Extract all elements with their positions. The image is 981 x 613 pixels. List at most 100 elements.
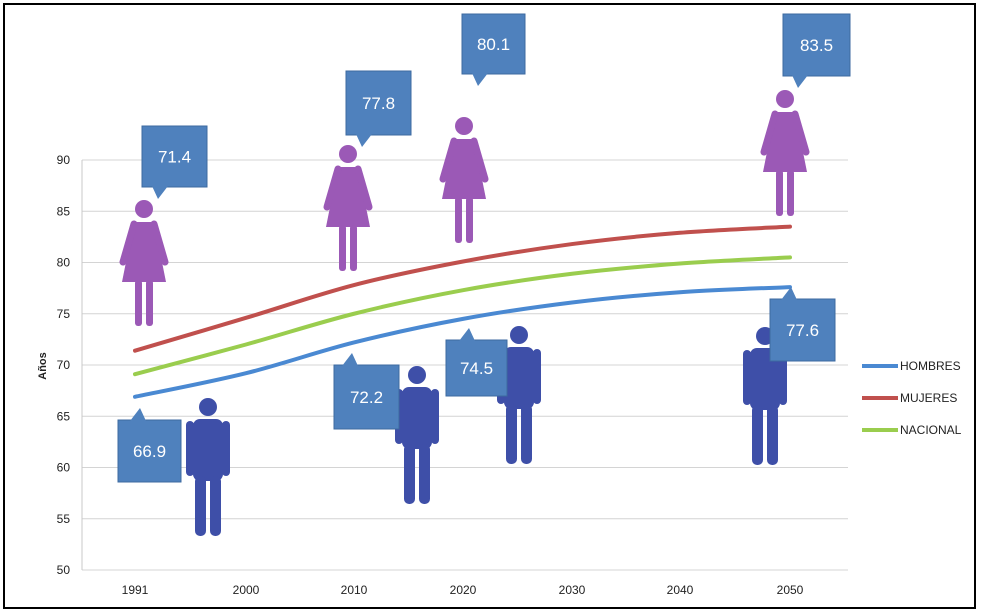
callout-pointer	[781, 287, 797, 300]
woman-arm-right	[354, 165, 373, 211]
woman-leg-left	[776, 170, 783, 216]
x-tick-label: 1991	[122, 583, 149, 597]
woman-arm-left	[323, 165, 342, 211]
man-leg-right	[521, 404, 532, 464]
callout-box	[769, 298, 836, 362]
callout-hombres-2050: 77.6	[769, 287, 836, 362]
series-line-nacional	[133, 255, 792, 377]
man-leg-left	[506, 404, 517, 464]
man-arm-right	[779, 350, 787, 405]
callout-pointer	[356, 134, 372, 147]
data-label: 77.6	[786, 321, 819, 340]
y-tick-label: 75	[57, 307, 71, 321]
woman-arm-right	[150, 220, 169, 266]
woman-icon	[119, 200, 169, 326]
man-torso	[193, 419, 223, 481]
callout-hombres-2020: 74.5	[445, 328, 508, 397]
woman-arm-left	[439, 137, 458, 183]
legend-label: NACIONAL	[900, 423, 962, 437]
callout-box	[782, 13, 851, 77]
man-torso	[402, 387, 432, 449]
callout-pointer	[152, 186, 168, 199]
woman-icon	[760, 90, 810, 216]
callout-pointer	[792, 75, 808, 88]
woman-leg-left	[455, 197, 462, 243]
person-icons	[119, 90, 810, 536]
callout-mujeres-2020: 80.1	[461, 13, 526, 86]
woman-leg-right	[146, 280, 153, 326]
x-tick-label: 2050	[777, 583, 804, 597]
woman-arm-left	[119, 220, 138, 266]
y-tick-label: 85	[57, 204, 71, 218]
woman-icon	[323, 145, 373, 271]
woman-icon	[439, 117, 489, 243]
x-tick-label: 2010	[341, 583, 368, 597]
man-arm-left	[186, 421, 194, 476]
y-tick-label: 60	[57, 461, 71, 475]
data-label: 83.5	[800, 36, 833, 55]
series-line-mujeres	[133, 224, 792, 353]
man-leg-right	[767, 405, 778, 465]
data-label: 77.8	[362, 94, 395, 113]
man-arm-left	[743, 350, 751, 405]
woman-leg-right	[466, 197, 473, 243]
callout-hombres-1991: 66.9	[117, 408, 182, 483]
man-leg-right	[210, 476, 221, 536]
man-head	[199, 398, 217, 416]
y-tick-label: 90	[57, 153, 71, 167]
woman-arm-left	[760, 110, 779, 156]
callout-pointer	[130, 408, 146, 421]
man-torso	[750, 348, 780, 410]
callout-mujeres-2050: 83.5	[782, 13, 851, 88]
woman-head	[776, 90, 794, 108]
man-head	[510, 326, 528, 344]
callout-mujeres-2010: 77.8	[345, 70, 412, 147]
series-line-hombres	[133, 285, 792, 399]
man-leg-left	[195, 476, 206, 536]
y-tick-label: 80	[57, 256, 71, 270]
woman-head	[455, 117, 473, 135]
man-leg-left	[752, 405, 763, 465]
callout-box	[333, 364, 400, 430]
callout-pointer	[472, 73, 488, 86]
x-tick-label: 2000	[233, 583, 260, 597]
man-leg-right	[419, 444, 430, 504]
callout-box	[141, 125, 208, 188]
woman-leg-right	[350, 225, 357, 271]
x-tick-label: 2030	[559, 583, 586, 597]
callout-box	[345, 70, 412, 136]
y-tick-label: 65	[57, 409, 71, 423]
callout-box	[117, 419, 182, 483]
callout-pointer	[342, 353, 358, 366]
woman-head	[135, 200, 153, 218]
x-tick-label: 2020	[450, 583, 477, 597]
data-label: 74.5	[460, 359, 493, 378]
y-tick-label: 50	[57, 563, 71, 577]
legend-label: HOMBRES	[900, 359, 961, 373]
woman-arm-right	[470, 137, 489, 183]
man-icon	[395, 366, 439, 504]
man-leg-left	[404, 444, 415, 504]
callout-mujeres-1991: 71.4	[141, 125, 208, 199]
data-label: 80.1	[477, 35, 510, 54]
man-head	[408, 366, 426, 384]
y-tick-label: 55	[57, 512, 71, 526]
callout-pointer	[459, 328, 475, 341]
callout-box	[445, 339, 508, 397]
woman-head	[339, 145, 357, 163]
callout-hombres-2010: 72.2	[333, 353, 400, 430]
man-icon	[743, 327, 787, 465]
man-torso	[504, 347, 534, 409]
value-callouts: 71.4 77.8 80.1 83.5 66.9 72.2 74.5 77.6	[117, 13, 851, 483]
callout-box	[461, 13, 526, 75]
man-arm-right	[431, 389, 439, 444]
data-label: 71.4	[158, 148, 191, 167]
woman-leg-right	[787, 170, 794, 216]
man-icon	[186, 398, 230, 536]
legend-label: MUJERES	[900, 391, 957, 405]
man-arm-right	[533, 349, 541, 404]
data-label: 72.2	[350, 388, 383, 407]
y-tick-label: 70	[57, 358, 71, 372]
y-axis-title: Años	[37, 352, 49, 380]
